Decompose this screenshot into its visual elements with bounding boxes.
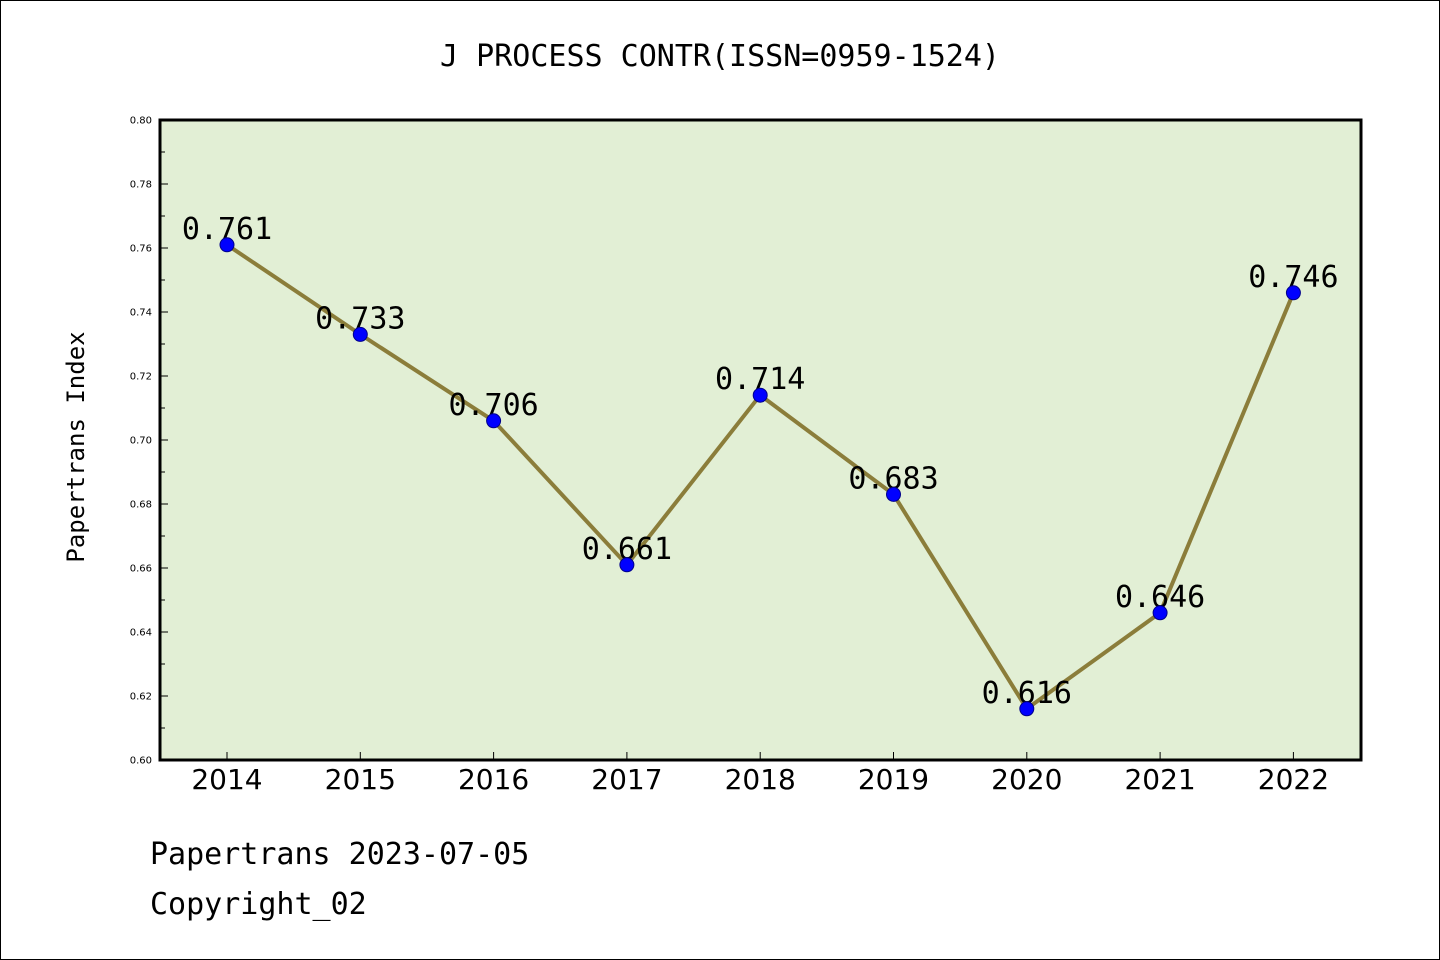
data-point-marker bbox=[886, 486, 901, 502]
data-point-marker bbox=[1152, 605, 1168, 621]
chart-title: J PROCESS CONTR(ISSN=0959-1524) bbox=[440, 39, 1000, 74]
x-tick-label: 2022 bbox=[1258, 763, 1329, 796]
x-tick-label: 2014 bbox=[191, 763, 262, 796]
plot-area bbox=[158, 118, 1363, 762]
x-tick-label: 2015 bbox=[325, 763, 396, 796]
y-tick-label: 0.80 bbox=[130, 116, 152, 127]
y-tick-label: 0.60 bbox=[130, 756, 152, 767]
data-point-marker bbox=[619, 557, 635, 573]
y-tick-label: 0.64 bbox=[130, 628, 152, 639]
data-point-marker bbox=[752, 387, 768, 403]
x-tick-label: 2020 bbox=[991, 763, 1062, 796]
x-tick-label: 2018 bbox=[725, 763, 796, 796]
data-point-marker bbox=[1285, 285, 1301, 301]
y-tick-label: 0.72 bbox=[130, 372, 152, 383]
footer-date: Papertrans 2023-07-05 bbox=[150, 837, 529, 872]
data-point-marker bbox=[486, 413, 502, 429]
data-point-marker bbox=[1019, 701, 1035, 717]
y-axis: 0.60 0.62 0.64 0.66 0.68 0.70 0.72 0.74 0.76 0.78… bbox=[130, 116, 168, 767]
x-tick-label: 2019 bbox=[858, 763, 929, 796]
x-tick-label: 2017 bbox=[591, 763, 662, 796]
y-tick-label: 0.70 bbox=[130, 436, 152, 447]
y-tick-label: 0.62 bbox=[130, 692, 152, 703]
x-axis: 2014 2015 2016 2017 2018 2019 2020 2021 2022 bbox=[191, 752, 1329, 796]
x-tick-label: 2016 bbox=[458, 763, 529, 796]
data-point-marker bbox=[352, 326, 368, 342]
y-tick-label: 0.76 bbox=[130, 244, 152, 255]
x-tick-label: 2021 bbox=[1124, 763, 1195, 796]
y-tick-label: 0.66 bbox=[130, 564, 152, 575]
y-tick-label: 0.74 bbox=[130, 308, 152, 319]
footer-copyright: Copyright_02 bbox=[150, 887, 367, 922]
data-point-marker bbox=[219, 237, 235, 253]
y-axis-label: Papertrans Index bbox=[62, 331, 90, 562]
y-tick-label: 0.78 bbox=[130, 180, 152, 191]
y-tick-label: 0.68 bbox=[130, 500, 152, 511]
data-points bbox=[219, 237, 1301, 717]
